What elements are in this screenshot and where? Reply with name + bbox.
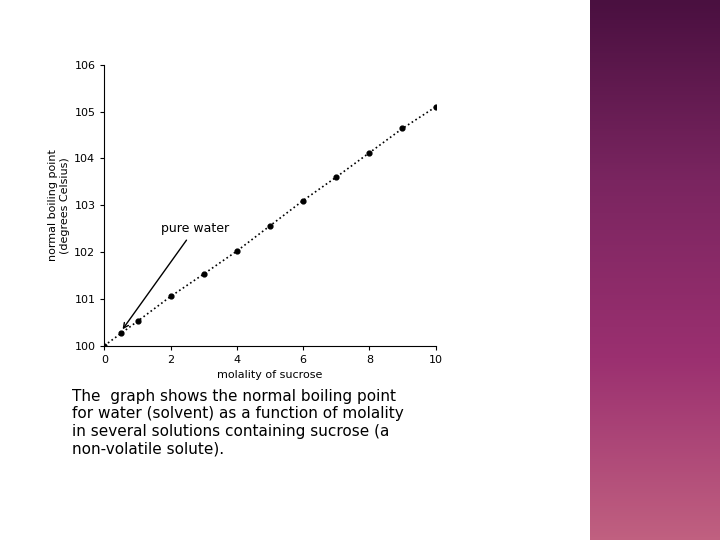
Text: The  graph shows the normal boiling point
for water (solvent) as a function of m: The graph shows the normal boiling point… xyxy=(72,389,404,456)
Point xyxy=(297,196,309,205)
Text: pure water: pure water xyxy=(124,222,229,328)
Point xyxy=(115,329,127,338)
Point xyxy=(264,221,276,230)
Point xyxy=(198,269,210,278)
X-axis label: molality of sucrose: molality of sucrose xyxy=(217,370,323,380)
Point xyxy=(330,173,342,181)
Y-axis label: normal boiling point
(degrees Celsius): normal boiling point (degrees Celsius) xyxy=(48,149,70,261)
Point xyxy=(397,124,408,133)
Point xyxy=(99,341,110,350)
Point xyxy=(132,317,143,326)
Point xyxy=(430,103,441,111)
Point xyxy=(364,148,375,157)
Point xyxy=(231,247,243,255)
Point xyxy=(165,292,176,301)
